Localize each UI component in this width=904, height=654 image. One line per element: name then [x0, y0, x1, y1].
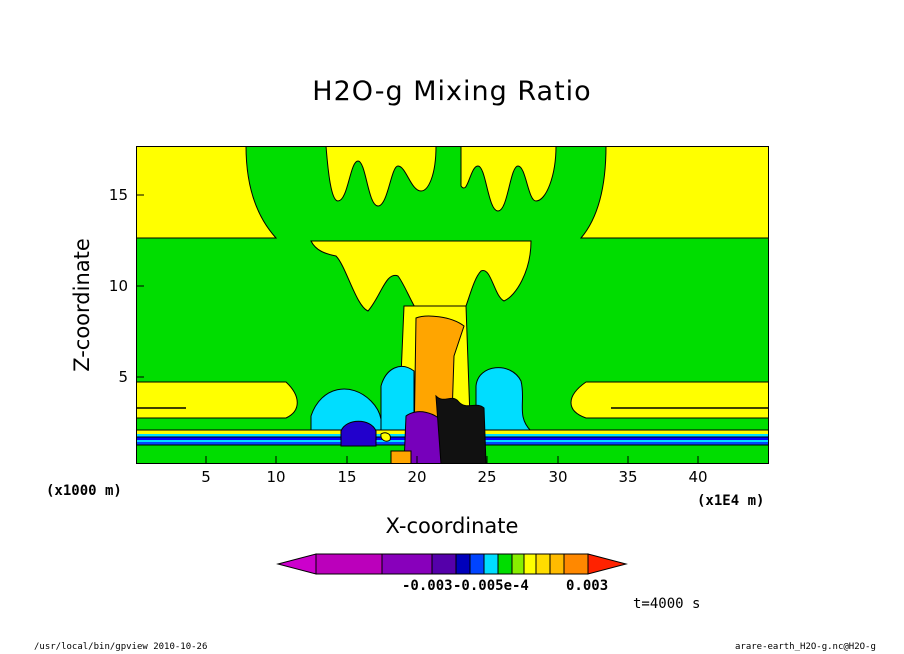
x-tick-label: 25: [477, 468, 497, 486]
x-tick-label: 20: [407, 468, 427, 486]
y-axis-label: Z-coordinate: [70, 238, 94, 372]
contour-region-lower-right: [570, 381, 769, 419]
contour-region-lower-left: [136, 381, 298, 419]
contour-region-orange-small: [390, 450, 412, 464]
y-tick-label: 15: [108, 186, 128, 204]
contour-region-upper-fingers-2: [460, 146, 557, 212]
contour-region-cyan-right: [475, 367, 533, 437]
y-tick-label: 5: [118, 368, 128, 386]
x-tick-label: 40: [688, 468, 708, 486]
contour-region-yellow-small: [380, 432, 391, 442]
colorbar-low-arrow: [276, 553, 317, 575]
x-axis-unit: (x1E4 m): [697, 493, 765, 509]
colorbar-label: -0.005e-4: [453, 578, 529, 594]
colorbar-segment: [549, 553, 565, 575]
colorbar-segment: [315, 553, 383, 575]
footer-command: /usr/local/bin/gpview 2010-10-26: [34, 642, 208, 652]
time-label: t=4000 s: [633, 596, 701, 612]
colorbar-segment: [497, 553, 513, 575]
colorbar-segment: [469, 553, 485, 575]
colorbar-segment: [535, 553, 551, 575]
x-tick-label: 10: [266, 468, 286, 486]
footer-source: arare-earth_H2O-g.nc@H2O-g: [735, 642, 876, 652]
colorbar-segment: [483, 553, 499, 575]
x-axis-label: X-coordinate: [385, 514, 519, 538]
contour-region-black-cells: [435, 394, 487, 464]
colorbar-segment: [381, 553, 433, 575]
plot-frame: [136, 146, 769, 464]
contour-region-upper-left: [136, 146, 278, 239]
y-axis-unit: (x1000 m): [46, 483, 122, 499]
x-tick-label: 15: [337, 468, 357, 486]
y-tick-label: 10: [108, 277, 128, 295]
colorbar-segment: [455, 553, 471, 575]
x-tick-label: 30: [548, 468, 568, 486]
colorbar-high-arrow: [587, 553, 628, 575]
x-ticks: [205, 456, 699, 464]
contour-region-blue-cell: [340, 420, 377, 447]
colorbar-label: 0.003: [566, 578, 609, 594]
colorbar-segment: [523, 553, 537, 575]
x-tick-label: 35: [618, 468, 638, 486]
colorbar-label: -0.003: [402, 578, 453, 594]
x-tick-label: 5: [201, 468, 211, 486]
colorbar-segment: [563, 553, 589, 575]
contour-region-upper-right: [579, 146, 769, 239]
y-ticks: [136, 194, 144, 378]
colorbar: [276, 553, 628, 575]
colorbar-segment: [511, 553, 525, 575]
colorbar-segment: [431, 553, 457, 575]
chart-title: H2O-g Mixing Ratio: [312, 76, 592, 107]
contour-plot: [136, 146, 769, 464]
contour-region-upper-fingers: [325, 146, 437, 207]
